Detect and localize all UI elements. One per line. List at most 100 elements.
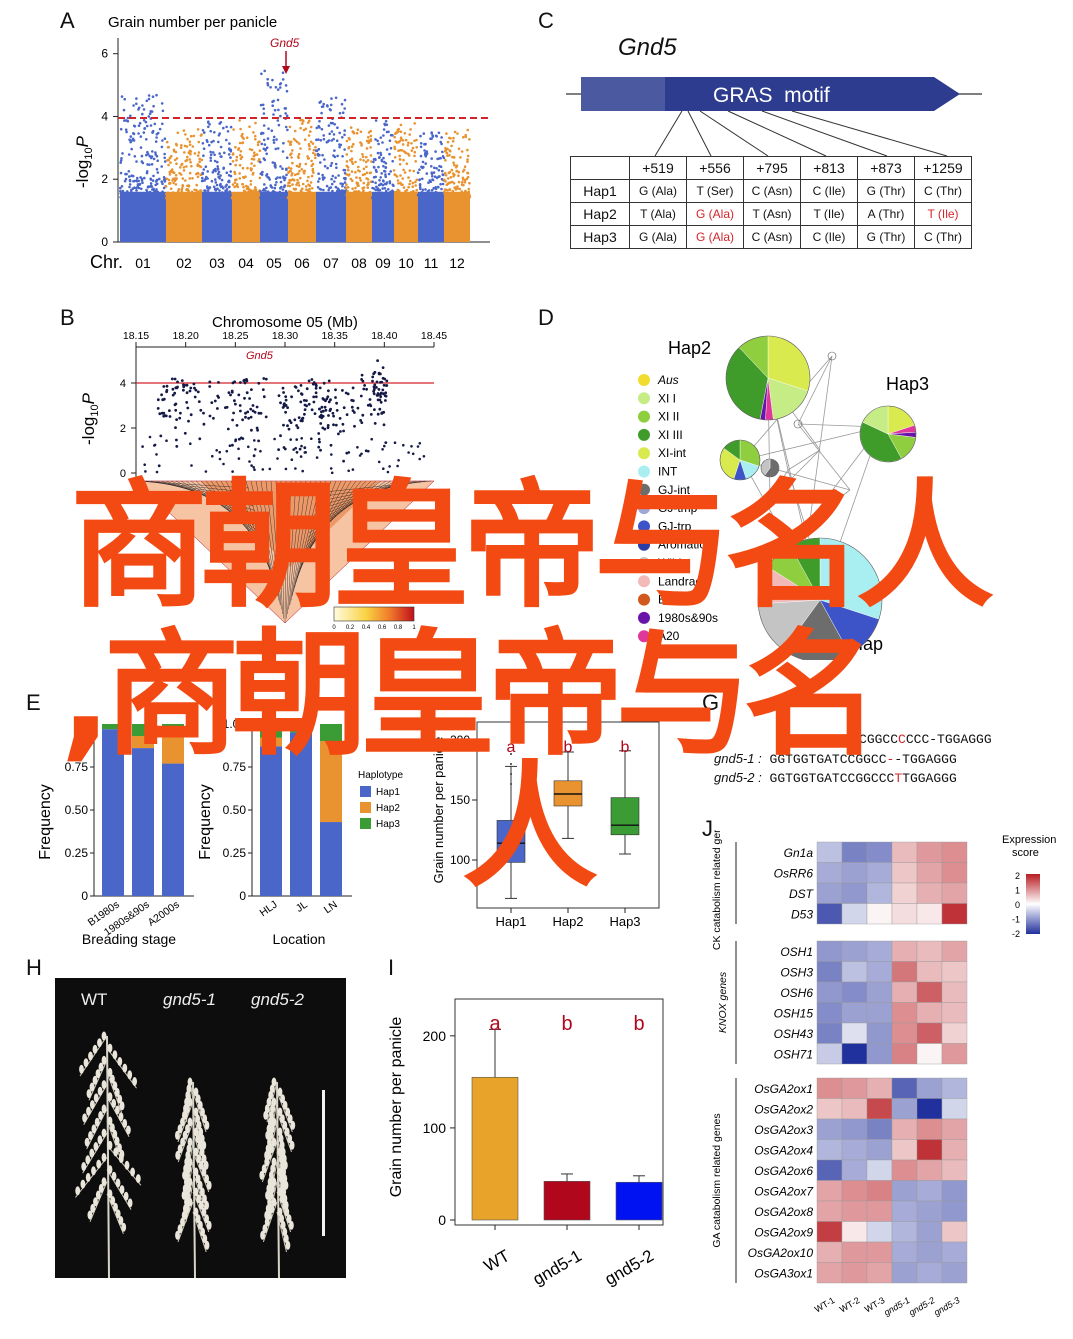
snp-point (344, 176, 347, 180)
snp-point (184, 133, 187, 136)
snp-point (215, 194, 218, 198)
grain (180, 1117, 185, 1127)
snp-point (351, 468, 355, 471)
snp-point (338, 417, 342, 420)
legend-label: Landrace (658, 574, 708, 588)
grain (290, 1120, 296, 1130)
grain (97, 1086, 103, 1096)
heatmap-cell (866, 1241, 893, 1263)
snp-point (162, 385, 166, 388)
grain (280, 1114, 285, 1124)
snp-point (245, 191, 249, 194)
ld-connector (250, 480, 277, 592)
snp-point (193, 395, 197, 399)
snp-point (242, 196, 246, 199)
snp-point (218, 183, 222, 187)
snp-point (321, 414, 325, 418)
snp-point (385, 193, 389, 196)
snp-point (349, 126, 353, 129)
legend-swatch (638, 611, 650, 624)
snp-point (208, 414, 212, 418)
snp-point (402, 158, 405, 162)
snp-point (345, 183, 348, 186)
snp-point (317, 180, 320, 183)
snp-point (182, 129, 186, 132)
snp-point (250, 157, 254, 161)
grain (267, 1210, 272, 1220)
snp-point (407, 195, 411, 199)
chromosome-label-12: 12 (449, 255, 465, 271)
snp-point (381, 376, 385, 380)
bar-segment-hap3 (132, 724, 154, 737)
snp-point (295, 450, 299, 454)
grain (119, 1101, 125, 1111)
gene-label: Gn1a (784, 846, 814, 860)
snp-point (291, 172, 294, 175)
snp-point (308, 147, 311, 151)
heatmap-cell (916, 940, 943, 962)
panicle-branch (106, 1169, 132, 1210)
snp-point (450, 144, 453, 148)
overlay-text-line-1: 商朝皇帝与名人 (70, 466, 994, 627)
pie-outline (725, 335, 811, 421)
snp-point (413, 150, 417, 154)
snp-allele-cell: C (Ile) (800, 179, 858, 203)
snp-point (351, 399, 355, 403)
snp-point (418, 168, 421, 171)
snp-point (418, 196, 421, 200)
snp-point (173, 179, 177, 183)
snp-point (162, 176, 166, 179)
pie-outline (859, 405, 917, 463)
snp-point (155, 168, 159, 171)
x-tick-label: 18.20 (173, 330, 199, 342)
snp-point (362, 387, 366, 391)
snp-point (370, 160, 373, 163)
scale-tick: -2 (1012, 929, 1020, 939)
bar-segment-hap3 (290, 724, 312, 733)
bar-segment-hap2 (320, 741, 342, 823)
ld-block (200, 481, 380, 567)
grain (130, 1167, 135, 1177)
snp-point (381, 196, 384, 200)
column-label: gnd5-1 (882, 1295, 911, 1318)
ld-connector (290, 480, 312, 601)
grain (202, 1114, 208, 1124)
snp-point (412, 169, 416, 173)
manhattan-xlabel: Chr. (90, 252, 123, 272)
snp-point (346, 392, 350, 396)
snp-point (382, 128, 386, 131)
grain (269, 1204, 275, 1214)
snp-point (228, 193, 232, 197)
category-label: JL (294, 899, 310, 915)
bar-wt (471, 1076, 519, 1221)
panicle-branch (192, 1091, 207, 1133)
snp-point (287, 140, 290, 143)
legend-swatch (638, 465, 650, 478)
snp-point (441, 182, 445, 186)
snp-point (179, 194, 183, 197)
heatmap-cell (841, 862, 868, 884)
snp-point (246, 166, 249, 170)
snp-point (148, 192, 152, 196)
snp-point (289, 421, 293, 424)
snp-point (267, 192, 271, 195)
heatmap-cell (941, 1262, 968, 1284)
y-tick-label: 0.50 (223, 803, 247, 817)
snp-point (300, 437, 303, 440)
snp-point (454, 165, 458, 169)
snp-point (121, 189, 125, 193)
bar-segment-hap3 (260, 724, 282, 738)
grain (83, 1058, 89, 1068)
snp-point (175, 386, 179, 390)
heatmap-cell (891, 1159, 918, 1181)
snp-point (202, 422, 206, 426)
snp-point (314, 149, 318, 152)
heatmap-cell (916, 1180, 943, 1202)
snp-point (178, 416, 182, 420)
snp-point (244, 411, 247, 415)
snp-point (388, 465, 391, 468)
snp-point (261, 170, 264, 174)
snp-point (450, 168, 454, 172)
snp-point (304, 162, 308, 166)
snp-point (248, 188, 251, 192)
